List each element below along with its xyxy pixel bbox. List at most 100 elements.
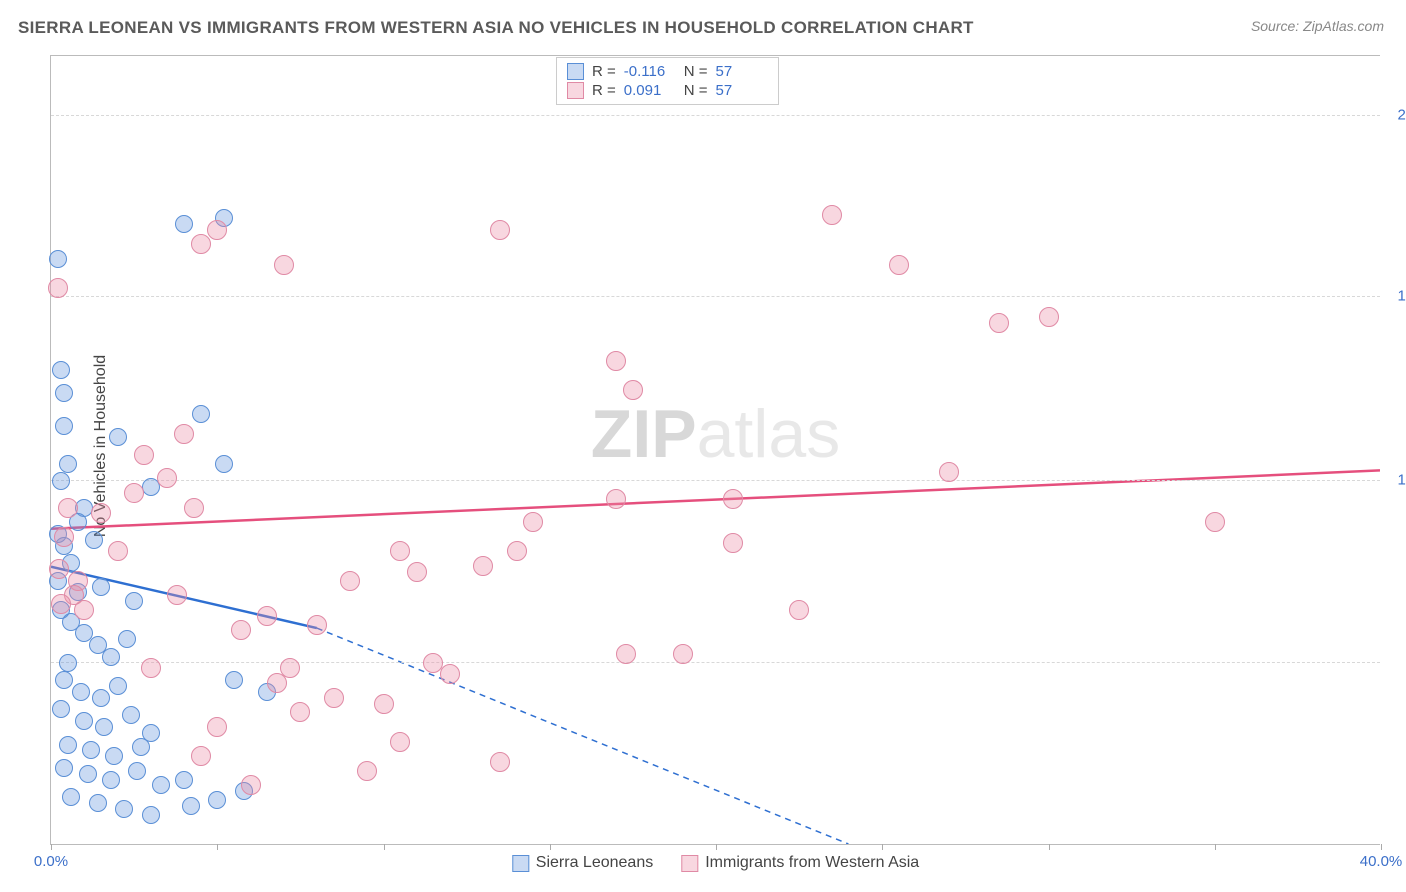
legend-label: Immigrants from Western Asia xyxy=(705,854,919,872)
scatter-point xyxy=(124,483,144,503)
scatter-point xyxy=(58,498,78,518)
scatter-point xyxy=(440,664,460,684)
trend-lines-svg xyxy=(51,56,1380,844)
scatter-point xyxy=(390,732,410,752)
scatter-point xyxy=(132,738,150,756)
x-tick xyxy=(51,844,52,850)
legend-swatch xyxy=(512,855,529,872)
scatter-point xyxy=(55,671,73,689)
scatter-point xyxy=(623,380,643,400)
scatter-point xyxy=(191,234,211,254)
scatter-point xyxy=(324,688,344,708)
stat-r-label: R = xyxy=(592,63,616,80)
scatter-point xyxy=(606,351,626,371)
scatter-point xyxy=(89,794,107,812)
scatter-point xyxy=(207,717,227,737)
x-tick xyxy=(217,844,218,850)
scatter-point xyxy=(55,417,73,435)
scatter-point xyxy=(473,556,493,576)
scatter-point xyxy=(374,694,394,714)
x-tick-label: 40.0% xyxy=(1360,853,1403,870)
scatter-point xyxy=(390,541,410,561)
stat-n-value: 57 xyxy=(716,82,768,99)
scatter-point xyxy=(241,775,261,795)
y-tick-label: 12.5% xyxy=(1397,472,1406,489)
scatter-point xyxy=(182,797,200,815)
legend-swatch xyxy=(567,82,584,99)
scatter-point xyxy=(174,424,194,444)
scatter-point xyxy=(122,706,140,724)
scatter-point xyxy=(141,658,161,678)
scatter-point xyxy=(109,677,127,695)
scatter-point xyxy=(357,761,377,781)
scatter-point xyxy=(207,220,227,240)
scatter-point xyxy=(274,255,294,275)
scatter-point xyxy=(49,559,69,579)
scatter-point xyxy=(142,806,160,824)
legend-item: Immigrants from Western Asia xyxy=(681,854,919,872)
scatter-point xyxy=(340,571,360,591)
scatter-point xyxy=(723,489,743,509)
scatter-point xyxy=(989,313,1009,333)
watermark: ZIPatlas xyxy=(591,395,840,473)
scatter-point xyxy=(79,765,97,783)
chart-plot-area: ZIPatlas R = -0.116N = 57R = 0.091N = 57… xyxy=(50,55,1380,845)
chart-title: SIERRA LEONEAN VS IMMIGRANTS FROM WESTER… xyxy=(18,18,974,38)
legend-item: Sierra Leoneans xyxy=(512,854,653,872)
scatter-point xyxy=(822,205,842,225)
scatter-point xyxy=(175,215,193,233)
scatter-point xyxy=(92,578,110,596)
scatter-point xyxy=(1039,307,1059,327)
gridline-h xyxy=(51,480,1380,481)
scatter-point xyxy=(75,712,93,730)
stat-r-value: -0.116 xyxy=(624,63,676,80)
gridline-h xyxy=(51,662,1380,663)
scatter-point xyxy=(49,250,67,268)
scatter-point xyxy=(52,700,70,718)
scatter-point xyxy=(59,455,77,473)
x-tick xyxy=(550,844,551,850)
scatter-point xyxy=(523,512,543,532)
stat-n-label: N = xyxy=(684,82,708,99)
gridline-h xyxy=(51,115,1380,116)
scatter-point xyxy=(91,503,111,523)
stat-r-label: R = xyxy=(592,82,616,99)
scatter-point xyxy=(789,600,809,620)
scatter-point xyxy=(59,736,77,754)
scatter-point xyxy=(167,585,187,605)
scatter-point xyxy=(51,594,71,614)
scatter-point xyxy=(128,762,146,780)
scatter-point xyxy=(407,562,427,582)
scatter-point xyxy=(59,654,77,672)
stats-legend-box: R = -0.116N = 57R = 0.091N = 57 xyxy=(556,57,779,105)
y-tick-label: 25.0% xyxy=(1397,106,1406,123)
scatter-point xyxy=(92,689,110,707)
x-tick xyxy=(1215,844,1216,850)
scatter-point xyxy=(192,405,210,423)
scatter-point xyxy=(215,455,233,473)
scatter-point xyxy=(52,472,70,490)
scatter-point xyxy=(82,741,100,759)
legend-swatch xyxy=(567,63,584,80)
x-tick xyxy=(1381,844,1382,850)
scatter-point xyxy=(889,255,909,275)
scatter-point xyxy=(290,702,310,722)
scatter-point xyxy=(616,644,636,664)
scatter-point xyxy=(152,776,170,794)
gridline-h xyxy=(51,296,1380,297)
scatter-point xyxy=(102,771,120,789)
bottom-legend: Sierra Leoneans Immigrants from Western A… xyxy=(512,854,919,872)
scatter-point xyxy=(191,746,211,766)
stat-n-label: N = xyxy=(684,63,708,80)
scatter-point xyxy=(109,428,127,446)
x-tick xyxy=(384,844,385,850)
stats-row: R = -0.116N = 57 xyxy=(567,62,768,81)
scatter-point xyxy=(55,759,73,777)
scatter-point xyxy=(257,606,277,626)
scatter-point xyxy=(48,278,68,298)
scatter-point xyxy=(62,788,80,806)
scatter-point xyxy=(1205,512,1225,532)
scatter-point xyxy=(673,644,693,664)
scatter-point xyxy=(208,791,226,809)
scatter-point xyxy=(125,592,143,610)
